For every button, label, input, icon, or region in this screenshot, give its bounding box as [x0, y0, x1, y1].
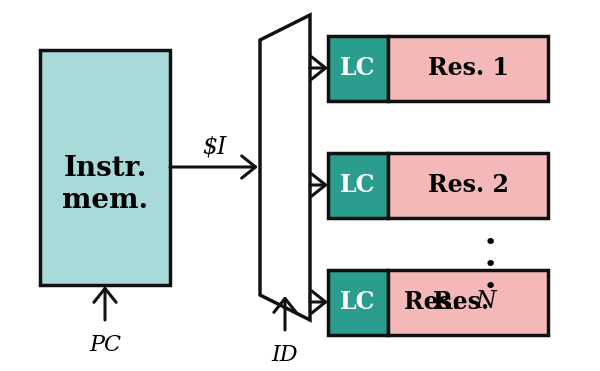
Text: •: •: [484, 255, 497, 275]
Text: PC: PC: [89, 334, 121, 356]
Text: N: N: [476, 290, 496, 313]
Text: Res.: Res.: [404, 290, 468, 314]
Text: Res.: Res.: [433, 290, 503, 314]
Text: Res. 2: Res. 2: [428, 173, 508, 197]
Bar: [388, 36, 548, 101]
Text: •: •: [484, 233, 497, 253]
Text: •: •: [484, 277, 497, 297]
Text: LC: LC: [340, 56, 376, 80]
Text: Instr.: Instr.: [64, 154, 146, 181]
Text: Res. 1: Res. 1: [428, 56, 508, 80]
Text: mem.: mem.: [62, 187, 148, 213]
Bar: [328, 152, 388, 217]
Polygon shape: [260, 15, 310, 320]
Text: LC: LC: [340, 290, 376, 314]
Text: $I: $I: [202, 135, 226, 158]
Text: LC: LC: [340, 173, 376, 197]
Bar: [328, 269, 388, 335]
Bar: [388, 269, 548, 335]
Bar: [328, 36, 388, 101]
Bar: [40, 50, 170, 285]
Text: ID: ID: [272, 344, 298, 366]
Bar: [388, 152, 548, 217]
